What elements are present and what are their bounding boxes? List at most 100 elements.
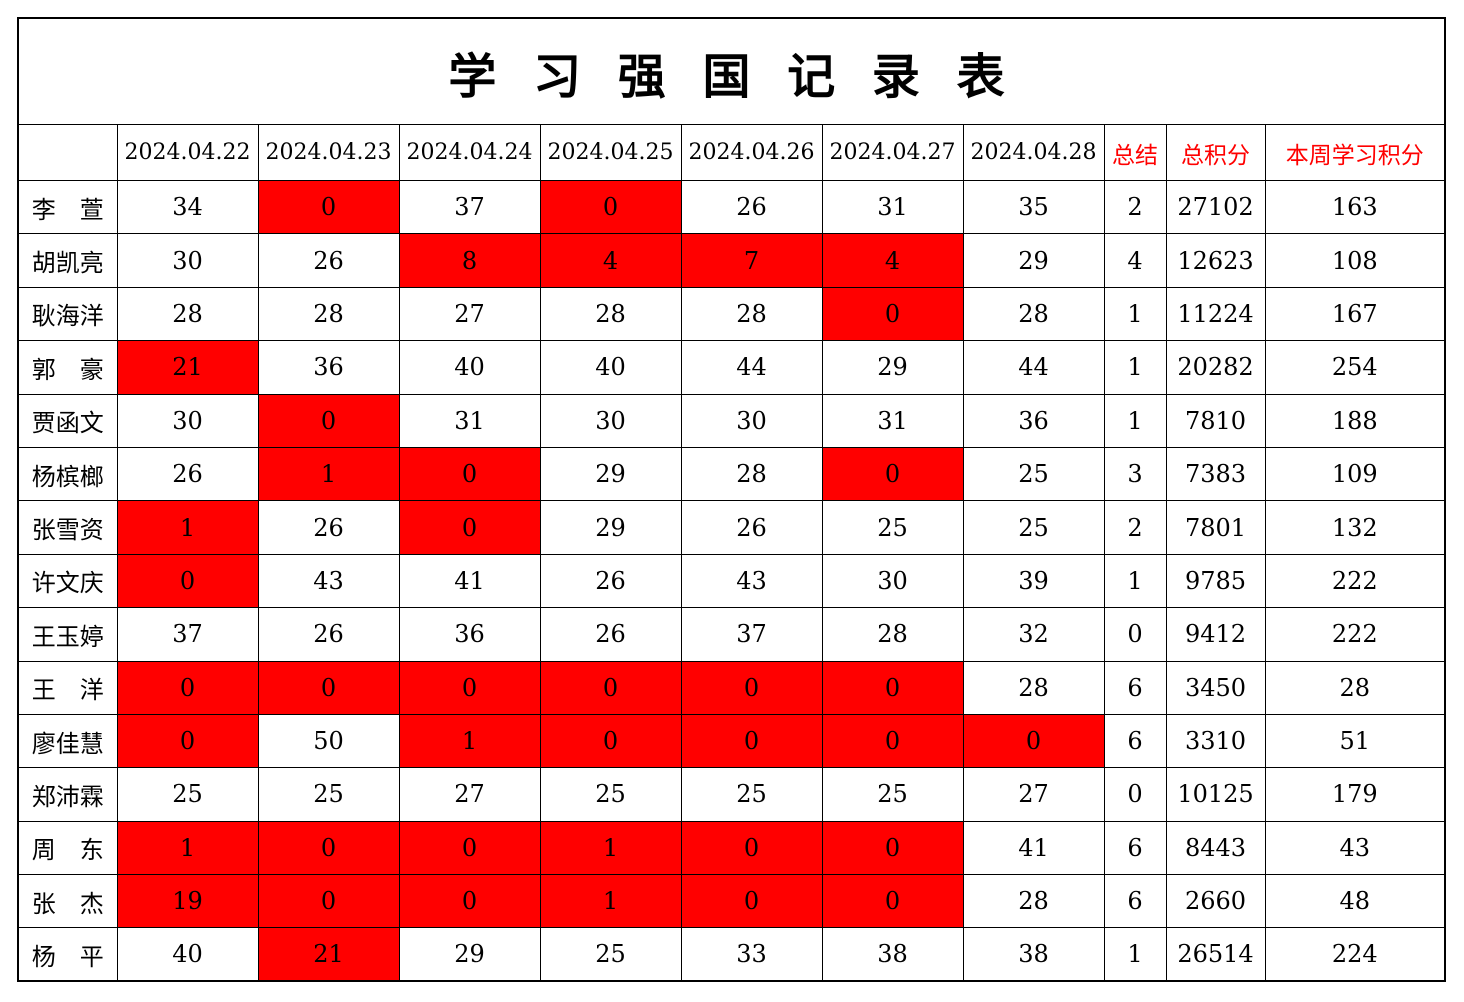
summary-cell[interactable]: 6 [1103, 874, 1167, 929]
score-cell[interactable]: 29 [398, 927, 541, 982]
score-cell[interactable]: 30 [539, 393, 682, 448]
total-score-cell[interactable]: 7810 [1165, 393, 1266, 448]
score-cell[interactable]: 27 [398, 767, 541, 822]
score-cell[interactable]: 28 [257, 286, 400, 342]
name-cell[interactable]: 郑沛霖 [17, 767, 118, 822]
score-cell[interactable]: 26 [257, 607, 400, 662]
total-score-cell[interactable]: 3310 [1165, 713, 1266, 769]
score-cell[interactable]: 25 [821, 767, 964, 822]
summary-cell[interactable]: 4 [1103, 233, 1167, 288]
week-score-cell[interactable]: 51 [1264, 713, 1446, 769]
summary-cell[interactable]: 2 [1103, 500, 1167, 555]
score-cell[interactable]: 30 [116, 233, 259, 288]
score-cell[interactable]: 41 [398, 553, 541, 609]
score-cell[interactable]: 26 [116, 446, 259, 502]
score-cell[interactable]: 25 [962, 500, 1105, 555]
name-cell[interactable]: 贾函文 [17, 393, 118, 448]
score-cell[interactable]: 29 [821, 340, 964, 395]
score-cell[interactable]: 25 [821, 500, 964, 555]
score-cell[interactable]: 8 [398, 233, 541, 288]
score-cell[interactable]: 27 [398, 286, 541, 342]
week-score-cell[interactable]: 43 [1264, 820, 1446, 876]
score-cell[interactable]: 25 [539, 767, 682, 822]
score-cell[interactable]: 29 [962, 233, 1105, 288]
summary-cell[interactable]: 1 [1103, 393, 1167, 448]
score-cell[interactable]: 4 [821, 233, 964, 288]
score-cell[interactable]: 26 [680, 179, 823, 235]
score-cell[interactable]: 0 [257, 874, 400, 929]
score-cell[interactable]: 40 [539, 340, 682, 395]
total-score-cell[interactable]: 8443 [1165, 820, 1266, 876]
score-cell[interactable]: 0 [539, 713, 682, 769]
score-cell[interactable]: 28 [962, 660, 1105, 715]
score-cell[interactable]: 0 [962, 713, 1105, 769]
score-cell[interactable]: 0 [398, 500, 541, 555]
score-cell[interactable]: 40 [116, 927, 259, 982]
total-score-cell[interactable]: 12623 [1165, 233, 1266, 288]
score-cell[interactable]: 1 [116, 820, 259, 876]
summary-cell[interactable]: 1 [1103, 927, 1167, 982]
summary-cell[interactable]: 6 [1103, 713, 1167, 769]
score-cell[interactable]: 32 [962, 607, 1105, 662]
score-cell[interactable]: 28 [962, 874, 1105, 929]
score-cell[interactable]: 50 [257, 713, 400, 769]
summary-cell[interactable]: 0 [1103, 607, 1167, 662]
summary-cell[interactable]: 1 [1103, 286, 1167, 342]
column-header-name[interactable] [17, 124, 118, 181]
score-cell[interactable]: 31 [821, 179, 964, 235]
score-cell[interactable]: 25 [116, 767, 259, 822]
score-cell[interactable]: 28 [680, 286, 823, 342]
summary-cell[interactable]: 2 [1103, 179, 1167, 235]
score-cell[interactable]: 39 [962, 553, 1105, 609]
week-score-cell[interactable]: 109 [1264, 446, 1446, 502]
score-cell[interactable]: 0 [257, 820, 400, 876]
score-cell[interactable]: 19 [116, 874, 259, 929]
total-score-cell[interactable]: 26514 [1165, 927, 1266, 982]
score-cell[interactable]: 30 [116, 393, 259, 448]
week-score-cell[interactable]: 254 [1264, 340, 1446, 395]
total-score-cell[interactable]: 10125 [1165, 767, 1266, 822]
score-cell[interactable]: 28 [539, 286, 682, 342]
score-cell[interactable]: 0 [680, 660, 823, 715]
total-score-cell[interactable]: 9412 [1165, 607, 1266, 662]
score-cell[interactable]: 0 [680, 874, 823, 929]
score-cell[interactable]: 0 [257, 393, 400, 448]
score-cell[interactable]: 36 [257, 340, 400, 395]
score-cell[interactable]: 37 [398, 179, 541, 235]
week-score-cell[interactable]: 188 [1264, 393, 1446, 448]
score-cell[interactable]: 25 [539, 927, 682, 982]
column-header-date-6[interactable]: 2024.04.27 [821, 124, 964, 181]
summary-cell[interactable]: 1 [1103, 340, 1167, 395]
score-cell[interactable]: 38 [821, 927, 964, 982]
week-score-cell[interactable]: 222 [1264, 607, 1446, 662]
score-cell[interactable]: 43 [257, 553, 400, 609]
score-cell[interactable]: 0 [821, 286, 964, 342]
score-cell[interactable]: 0 [116, 660, 259, 715]
week-score-cell[interactable]: 28 [1264, 660, 1446, 715]
score-cell[interactable]: 26 [257, 233, 400, 288]
score-cell[interactable]: 41 [962, 820, 1105, 876]
score-cell[interactable]: 28 [821, 607, 964, 662]
score-cell[interactable]: 28 [116, 286, 259, 342]
score-cell[interactable]: 0 [398, 446, 541, 502]
score-cell[interactable]: 30 [821, 553, 964, 609]
score-cell[interactable]: 0 [116, 713, 259, 769]
column-header-date-2[interactable]: 2024.04.23 [257, 124, 400, 181]
score-cell[interactable]: 21 [116, 340, 259, 395]
score-cell[interactable]: 44 [680, 340, 823, 395]
score-cell[interactable]: 0 [680, 713, 823, 769]
score-cell[interactable]: 0 [539, 179, 682, 235]
score-cell[interactable]: 28 [962, 286, 1105, 342]
name-cell[interactable]: 李 萱 [17, 179, 118, 235]
score-cell[interactable]: 43 [680, 553, 823, 609]
score-cell[interactable]: 25 [962, 446, 1105, 502]
total-score-cell[interactable]: 11224 [1165, 286, 1266, 342]
score-cell[interactable]: 27 [962, 767, 1105, 822]
score-cell[interactable]: 35 [962, 179, 1105, 235]
score-cell[interactable]: 36 [398, 607, 541, 662]
score-cell[interactable]: 26 [539, 553, 682, 609]
summary-cell[interactable]: 6 [1103, 820, 1167, 876]
score-cell[interactable]: 0 [257, 179, 400, 235]
score-cell[interactable]: 29 [539, 446, 682, 502]
score-cell[interactable]: 1 [539, 820, 682, 876]
